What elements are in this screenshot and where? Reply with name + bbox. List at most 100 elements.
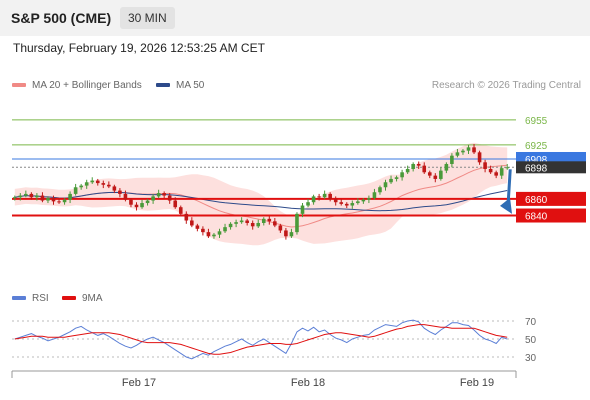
candle-body	[461, 150, 465, 153]
forecast-arrow-head	[500, 197, 512, 214]
candle	[101, 180, 106, 189]
candle-body	[51, 198, 56, 202]
candle	[84, 179, 89, 189]
candlesticks	[12, 144, 510, 240]
candle-body	[46, 198, 50, 201]
candle	[239, 217, 244, 224]
candle	[444, 162, 449, 174]
candle-body	[317, 196, 321, 198]
ma9-label: 9MA	[82, 293, 103, 304]
candle	[245, 218, 249, 226]
ma50-line	[14, 190, 508, 212]
candle	[483, 159, 487, 173]
candle-body	[273, 221, 277, 226]
candle	[350, 200, 355, 209]
candle-body	[439, 170, 443, 179]
candle	[400, 169, 404, 181]
candle	[383, 179, 388, 191]
candle	[178, 205, 183, 217]
candle	[24, 190, 28, 198]
candle-body	[444, 163, 449, 171]
candle-body	[284, 230, 288, 237]
candle	[295, 212, 299, 235]
candle	[394, 175, 399, 182]
candle-body	[505, 167, 510, 169]
candle	[261, 217, 266, 226]
candle-body	[29, 193, 34, 198]
datetime-label: Thursday, February 19, 2026 12:53:25 AM …	[13, 41, 265, 55]
ma50-swatch	[156, 83, 170, 88]
candle-body	[267, 218, 272, 222]
candle	[488, 165, 493, 174]
candle	[112, 184, 117, 194]
last-price-label: 6898	[525, 163, 548, 174]
candle-body	[134, 204, 139, 208]
candle-body	[156, 193, 161, 197]
candle-body	[389, 178, 393, 183]
candle-body	[383, 182, 388, 188]
candle-body	[112, 186, 117, 191]
research-credit: Research © 2026 Trading Central	[431, 80, 581, 91]
candle-body	[123, 193, 128, 200]
candle	[12, 195, 17, 201]
candle-body	[295, 213, 299, 233]
candle	[167, 193, 172, 204]
candle	[494, 170, 498, 179]
candle	[378, 185, 382, 195]
candle-body	[378, 187, 382, 193]
candle-body	[300, 205, 305, 214]
candle	[505, 163, 510, 170]
candle-body	[416, 163, 421, 166]
legend-bollinger: MA 20 + Bollinger Bands	[12, 80, 142, 91]
candle-body	[129, 199, 133, 205]
candle	[51, 195, 56, 205]
candle-body	[173, 200, 178, 208]
x-tick-label: Feb 19	[460, 377, 494, 389]
rsi-tick-50: 50	[525, 335, 537, 346]
candle-body	[40, 195, 45, 201]
legend-rsi: RSI	[12, 293, 49, 304]
candle-body	[472, 147, 476, 153]
candle-body	[184, 213, 189, 221]
rsi-label: RSI	[32, 293, 49, 304]
legend-9ma: 9MA	[62, 293, 103, 304]
bollinger-label: MA 20 + Bollinger Bands	[32, 80, 142, 91]
candle	[35, 193, 39, 201]
candle-body	[394, 177, 399, 179]
candle	[427, 170, 432, 179]
candle	[450, 153, 454, 168]
rsi-panel: 70 50 30	[12, 317, 537, 364]
candle-body	[250, 222, 255, 227]
candle	[123, 190, 128, 202]
candle	[145, 198, 150, 206]
candle-body	[239, 220, 244, 223]
candle	[289, 228, 294, 238]
candle-body	[73, 187, 78, 194]
candle	[267, 216, 272, 225]
candle-body	[333, 198, 338, 203]
level-label-6908: 6908	[525, 155, 548, 166]
candle-body	[488, 168, 493, 173]
candle	[250, 220, 255, 230]
candle	[62, 198, 67, 205]
candle	[206, 228, 211, 238]
candle	[273, 218, 277, 228]
timeframe-badge[interactable]: 30 MIN	[120, 7, 175, 29]
candle-body	[68, 193, 72, 200]
candle	[256, 219, 261, 228]
candle-body	[101, 183, 106, 185]
candle-body	[84, 182, 89, 186]
candle-body	[162, 193, 166, 196]
candle-body	[140, 203, 144, 208]
candle	[68, 191, 72, 204]
candle-body	[278, 225, 283, 231]
candle-body	[322, 193, 327, 198]
candle-body	[289, 232, 294, 237]
candle	[156, 189, 161, 199]
last-price-tag	[516, 161, 586, 174]
legend-ma50: MA 50	[156, 80, 204, 91]
candle-body	[477, 152, 482, 163]
candle-body	[261, 218, 266, 223]
candle-body	[483, 162, 487, 169]
